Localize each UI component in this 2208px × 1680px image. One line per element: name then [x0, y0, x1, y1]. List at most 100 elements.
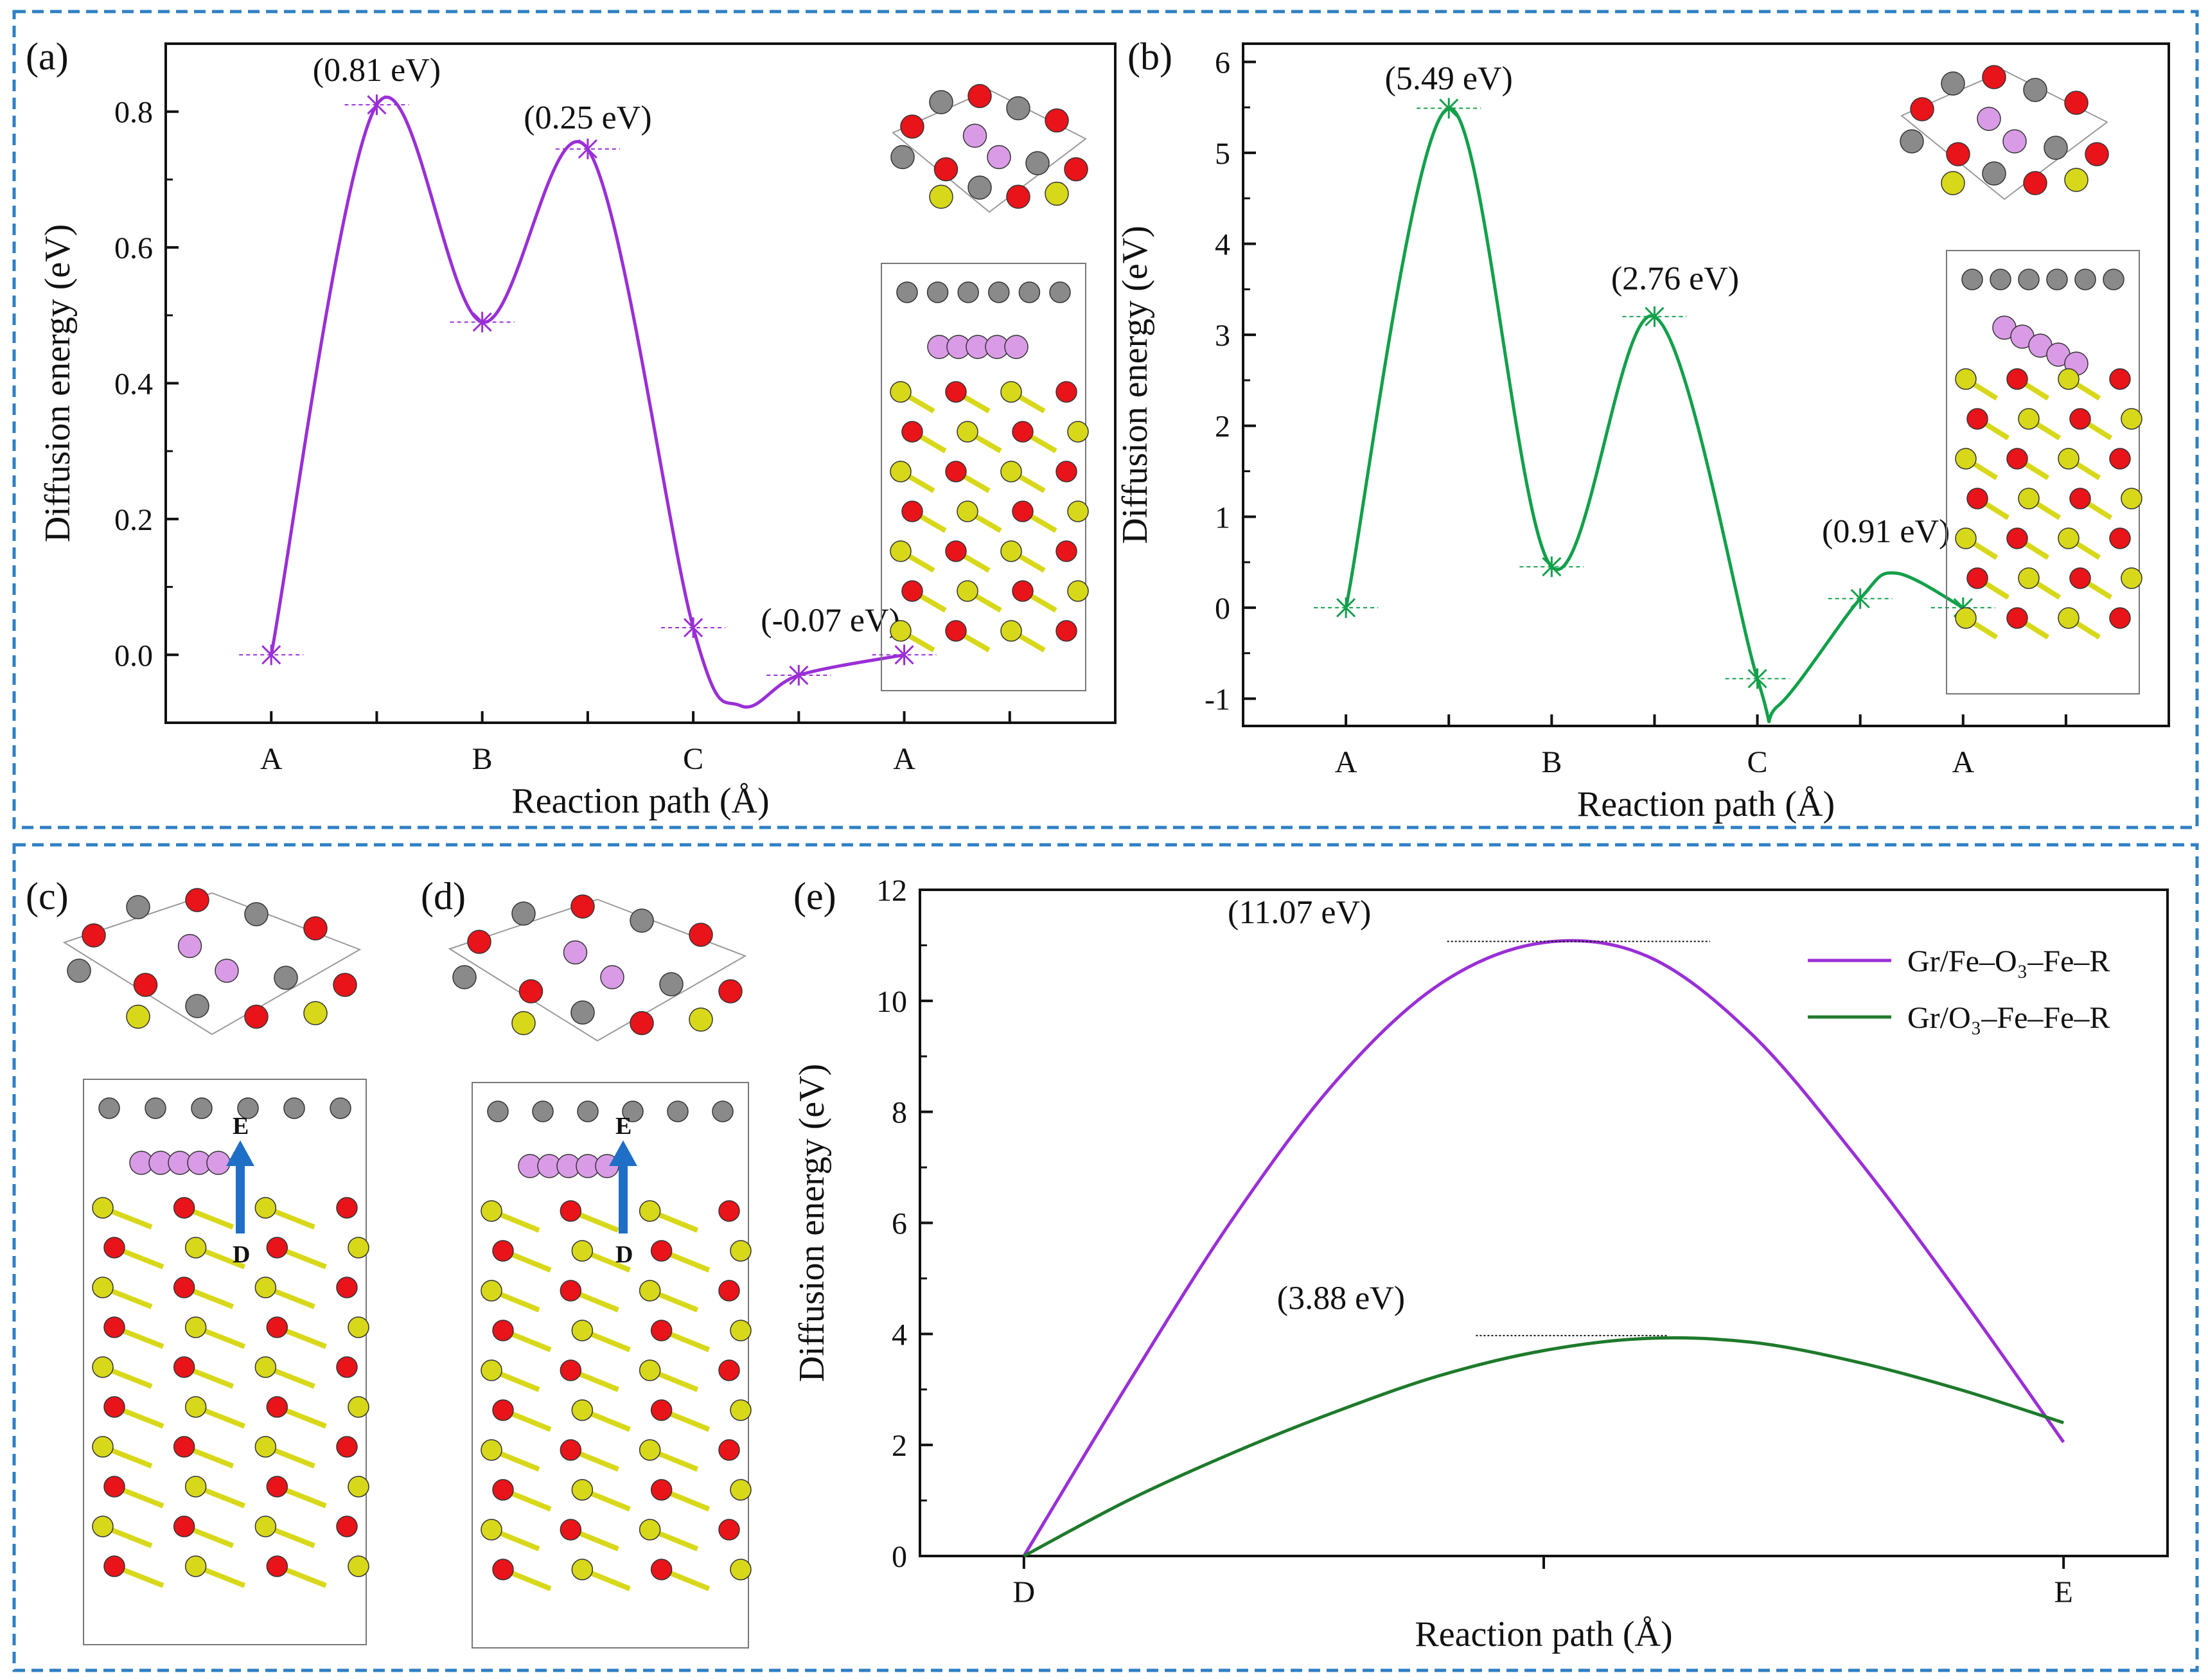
x-tick-label: B	[1541, 745, 1562, 779]
lattice-atom	[1946, 142, 1970, 166]
y-tick-label: 0.4	[114, 367, 153, 402]
x-tick-label: A	[1335, 745, 1357, 779]
oxygen-atom	[492, 1399, 514, 1421]
lattice-atom	[689, 1007, 713, 1032]
oxygen-atom	[945, 540, 967, 562]
iron-atom	[1000, 620, 1022, 642]
oxygen-atom	[560, 1439, 582, 1461]
oxygen-atom	[173, 1436, 195, 1458]
unit-cell	[62, 892, 362, 1036]
iron-atom	[481, 1519, 502, 1541]
lattice-atom	[967, 84, 992, 109]
iron-atom	[1955, 368, 1977, 390]
lattice-atom	[570, 1000, 595, 1025]
series-line-0	[1022, 939, 2065, 1557]
iron-atom	[254, 1277, 277, 1298]
lattice-atom	[2023, 171, 2047, 195]
x-tick-label: A	[260, 742, 283, 776]
data-point-marker	[1725, 668, 1790, 689]
y-tick-label: 0.6	[114, 231, 153, 265]
oxygen-atom	[718, 1359, 740, 1381]
arrow-c-top-label: E	[233, 1113, 249, 1140]
y-tick-label: 6	[892, 1207, 907, 1241]
oxygen-atom	[901, 421, 923, 443]
oxygen-atom	[650, 1559, 673, 1580]
y-tick-label: 8	[892, 1096, 907, 1130]
y-tick-label: 0.2	[114, 503, 153, 537]
carbon-atom	[957, 281, 979, 303]
y-tick-label: -1	[1205, 683, 1230, 717]
oxygen-atom	[336, 1356, 358, 1378]
data-point-marker	[1519, 556, 1584, 578]
iron-atom	[92, 1277, 114, 1298]
lattice-atom	[185, 994, 209, 1018]
oxygen-atom	[560, 1200, 582, 1222]
carbon-atom	[237, 1097, 259, 1119]
lattice-atom	[1006, 96, 1030, 121]
lattice-atom	[1977, 107, 2001, 131]
oxygen-atom	[173, 1356, 195, 1378]
carbon-atom	[145, 1097, 166, 1119]
carbon-atom	[1049, 281, 1071, 303]
carbon-atom	[330, 1097, 351, 1119]
iron-atom	[254, 1197, 277, 1219]
iron-atom	[890, 620, 912, 642]
lattice-atom	[630, 908, 654, 933]
oxygen-atom	[492, 1479, 514, 1501]
oxygen-atom	[103, 1316, 125, 1338]
y-tick-label: 0	[1215, 592, 1230, 626]
iron-atom	[639, 1519, 661, 1541]
carbon-atom	[926, 281, 949, 303]
lattice-atom	[133, 973, 158, 997]
iron-atom	[957, 500, 978, 522]
lattice-atom	[67, 959, 91, 983]
lattice-atom	[511, 901, 536, 926]
iron-atom	[957, 421, 978, 443]
lattice-atom	[659, 972, 684, 996]
oxygen-atom	[492, 1240, 514, 1262]
lattice-atom	[1910, 97, 1934, 121]
y-tick-label: 12	[876, 874, 907, 908]
panel-label-e: (e)	[793, 875, 836, 917]
panel-label-b: (b)	[1127, 35, 1172, 78]
iron-atom	[1000, 461, 1022, 482]
carbon-atom	[896, 281, 918, 303]
iron-atom	[1000, 540, 1022, 562]
oxygen-atom	[2006, 368, 2028, 390]
carbon-atom	[283, 1097, 305, 1119]
lattice-atom	[82, 923, 106, 948]
oxygen-atom	[945, 381, 967, 403]
oxygen-atom	[2069, 408, 2091, 430]
panel-label-c: (c)	[26, 875, 69, 917]
lattice-atom	[933, 157, 958, 182]
panel-label-a: (a)	[26, 35, 69, 78]
y-tick-label: 4	[1215, 228, 1230, 262]
x-tick-label: A	[893, 742, 915, 776]
carbon-atom	[1961, 269, 1983, 290]
oxygen-atom	[266, 1555, 288, 1577]
energy-annotation: (0.25 eV)	[524, 100, 651, 136]
iron-atom	[348, 1555, 369, 1577]
oxygen-atom	[901, 500, 923, 522]
iron-atom	[890, 381, 912, 403]
oxygen-atom	[266, 1476, 288, 1498]
iron-atom	[730, 1559, 752, 1580]
oxygen-atom	[1966, 488, 1988, 509]
carbon-atom	[988, 281, 1010, 303]
iron-atom	[639, 1359, 661, 1381]
energy-annotation: (0.91 eV)	[1822, 513, 1950, 550]
oxygen-atom	[173, 1277, 195, 1298]
iron-atom	[92, 1197, 114, 1219]
oxygen-atom	[1966, 567, 1988, 589]
energy-annotation: (11.07 eV)	[1228, 894, 1371, 931]
x-tick-label: A	[1952, 745, 1974, 779]
oxygen-atom	[2109, 607, 2131, 629]
lattice-atom	[1941, 71, 1965, 96]
iron-atom	[571, 1559, 594, 1580]
data-point-marker	[766, 665, 831, 686]
oxygen-atom	[1012, 500, 1034, 522]
oxygen-atom	[266, 1396, 288, 1418]
iron-atom	[730, 1399, 752, 1421]
iron-atom	[481, 1200, 502, 1222]
